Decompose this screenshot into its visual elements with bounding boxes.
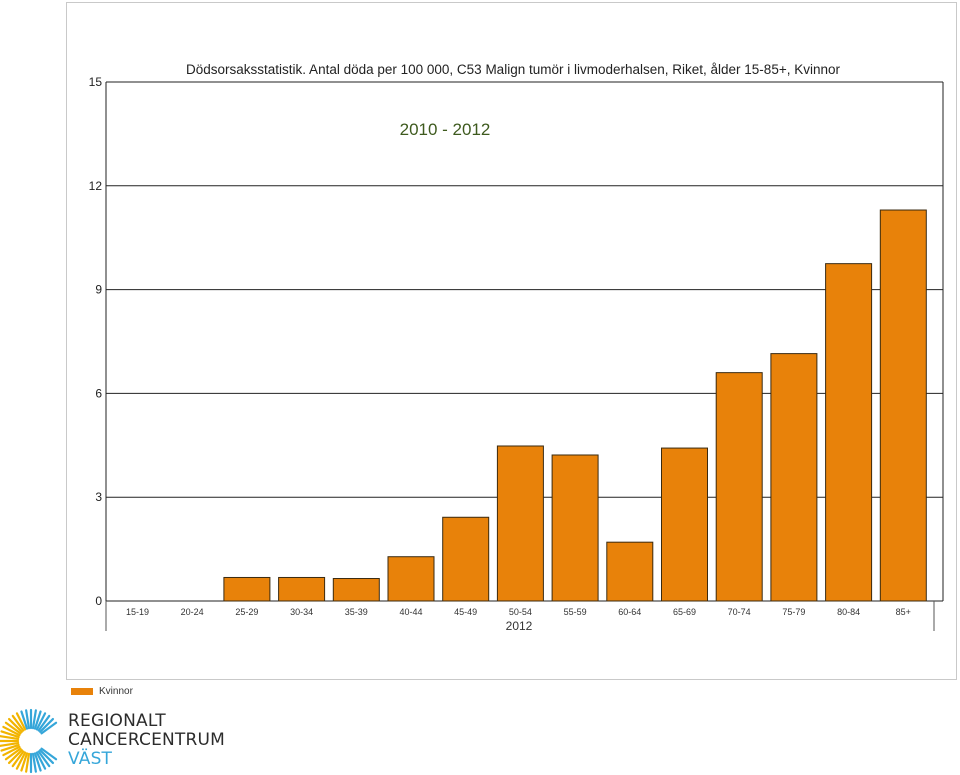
logo-text: REGIONALT CANCERCENTRUM VÄST: [68, 712, 225, 769]
bar-40-44: [387, 556, 435, 602]
logo-line-2: CANCERCENTRUM: [68, 730, 226, 750]
rcc-logo-icon: [0, 708, 58, 774]
logo-ray: [35, 712, 47, 731]
logo-ray: [15, 751, 27, 770]
legend-label: Kvinnor: [99, 686, 133, 697]
bar-50-54: [496, 445, 544, 602]
logo-ray: [11, 714, 25, 732]
x-tick-label: 55-59: [564, 607, 587, 617]
x-tick-label: 30-34: [290, 607, 313, 617]
logo-ray: [11, 750, 25, 768]
y-tick-label: 15: [89, 75, 103, 89]
bar-60-64: [606, 541, 654, 602]
legend: Kvinnor: [71, 686, 133, 697]
logo-ray: [35, 751, 47, 770]
x-tick-label: 45-49: [454, 607, 477, 617]
logo-line-3: VÄST: [68, 749, 113, 769]
x-tick-label: 25-29: [235, 607, 258, 617]
logo-ray: [4, 747, 22, 761]
x-tick-label: 20-24: [181, 607, 204, 617]
x-tick-label: 15-19: [126, 607, 149, 617]
legend-swatch: [71, 688, 93, 695]
chart-frame: [66, 2, 957, 680]
x-tick-label: 75-79: [782, 607, 805, 617]
logo-ray: [31, 709, 37, 730]
logo-ray: [0, 730, 20, 739]
logo-ray: [20, 752, 29, 772]
logo-line-1: REGIONALT: [68, 711, 166, 731]
chart-title: Dödsorsaksstatistik. Antal döda per 100 …: [186, 62, 840, 77]
bar-85+: [879, 209, 927, 602]
logo-ray: [2, 745, 21, 757]
bar-70-74: [715, 372, 763, 602]
logo-ray: [7, 717, 23, 733]
logo-ray: [39, 717, 55, 733]
logo-ray: [2, 725, 21, 737]
x-tick-label: 60-64: [618, 607, 641, 617]
period-label: 2010 - 2012: [400, 120, 491, 139]
logo-ray: [31, 752, 37, 773]
logo-ray: [39, 749, 55, 765]
y-tick-label: 12: [89, 179, 103, 193]
bar-80-84: [825, 263, 873, 602]
logo-ray: [25, 752, 31, 773]
x-tick-label: 65-69: [673, 607, 696, 617]
logo-ray: [0, 735, 20, 741]
logo-ray: [40, 747, 58, 761]
bar-55-59: [551, 454, 599, 602]
logo-ray: [20, 710, 29, 730]
x-tick-label: 70-74: [728, 607, 751, 617]
bar-45-49: [442, 516, 490, 602]
logo-ray: [0, 741, 20, 747]
y-tick-label: 3: [95, 490, 102, 504]
x-group-label: 2012: [506, 619, 533, 633]
bar-35-39: [332, 578, 380, 602]
x-tick-label: 40-44: [399, 607, 422, 617]
x-tick-label: 85+: [896, 607, 911, 617]
logo-ray: [15, 712, 27, 731]
logo-ray: [25, 709, 31, 730]
logo-ray: [4, 721, 22, 735]
logo-ray: [33, 710, 42, 730]
logo-ray: [33, 752, 42, 772]
y-tick-label: 6: [95, 386, 102, 400]
x-tick-label: 50-54: [509, 607, 532, 617]
y-tick-label: 0: [95, 594, 102, 608]
logo-ray: [37, 714, 51, 732]
x-tick-label: 35-39: [345, 607, 368, 617]
logo-ray: [7, 749, 23, 765]
logo-ray: [37, 750, 51, 768]
bar-65-69: [661, 447, 708, 602]
bar-30-34: [278, 576, 326, 602]
logo-ray: [0, 743, 20, 752]
logo-ray: [40, 721, 58, 735]
x-tick-label: 80-84: [837, 607, 860, 617]
bar-75-79: [770, 353, 818, 602]
bar-25-29: [223, 576, 271, 602]
y-tick-label: 9: [95, 283, 102, 297]
